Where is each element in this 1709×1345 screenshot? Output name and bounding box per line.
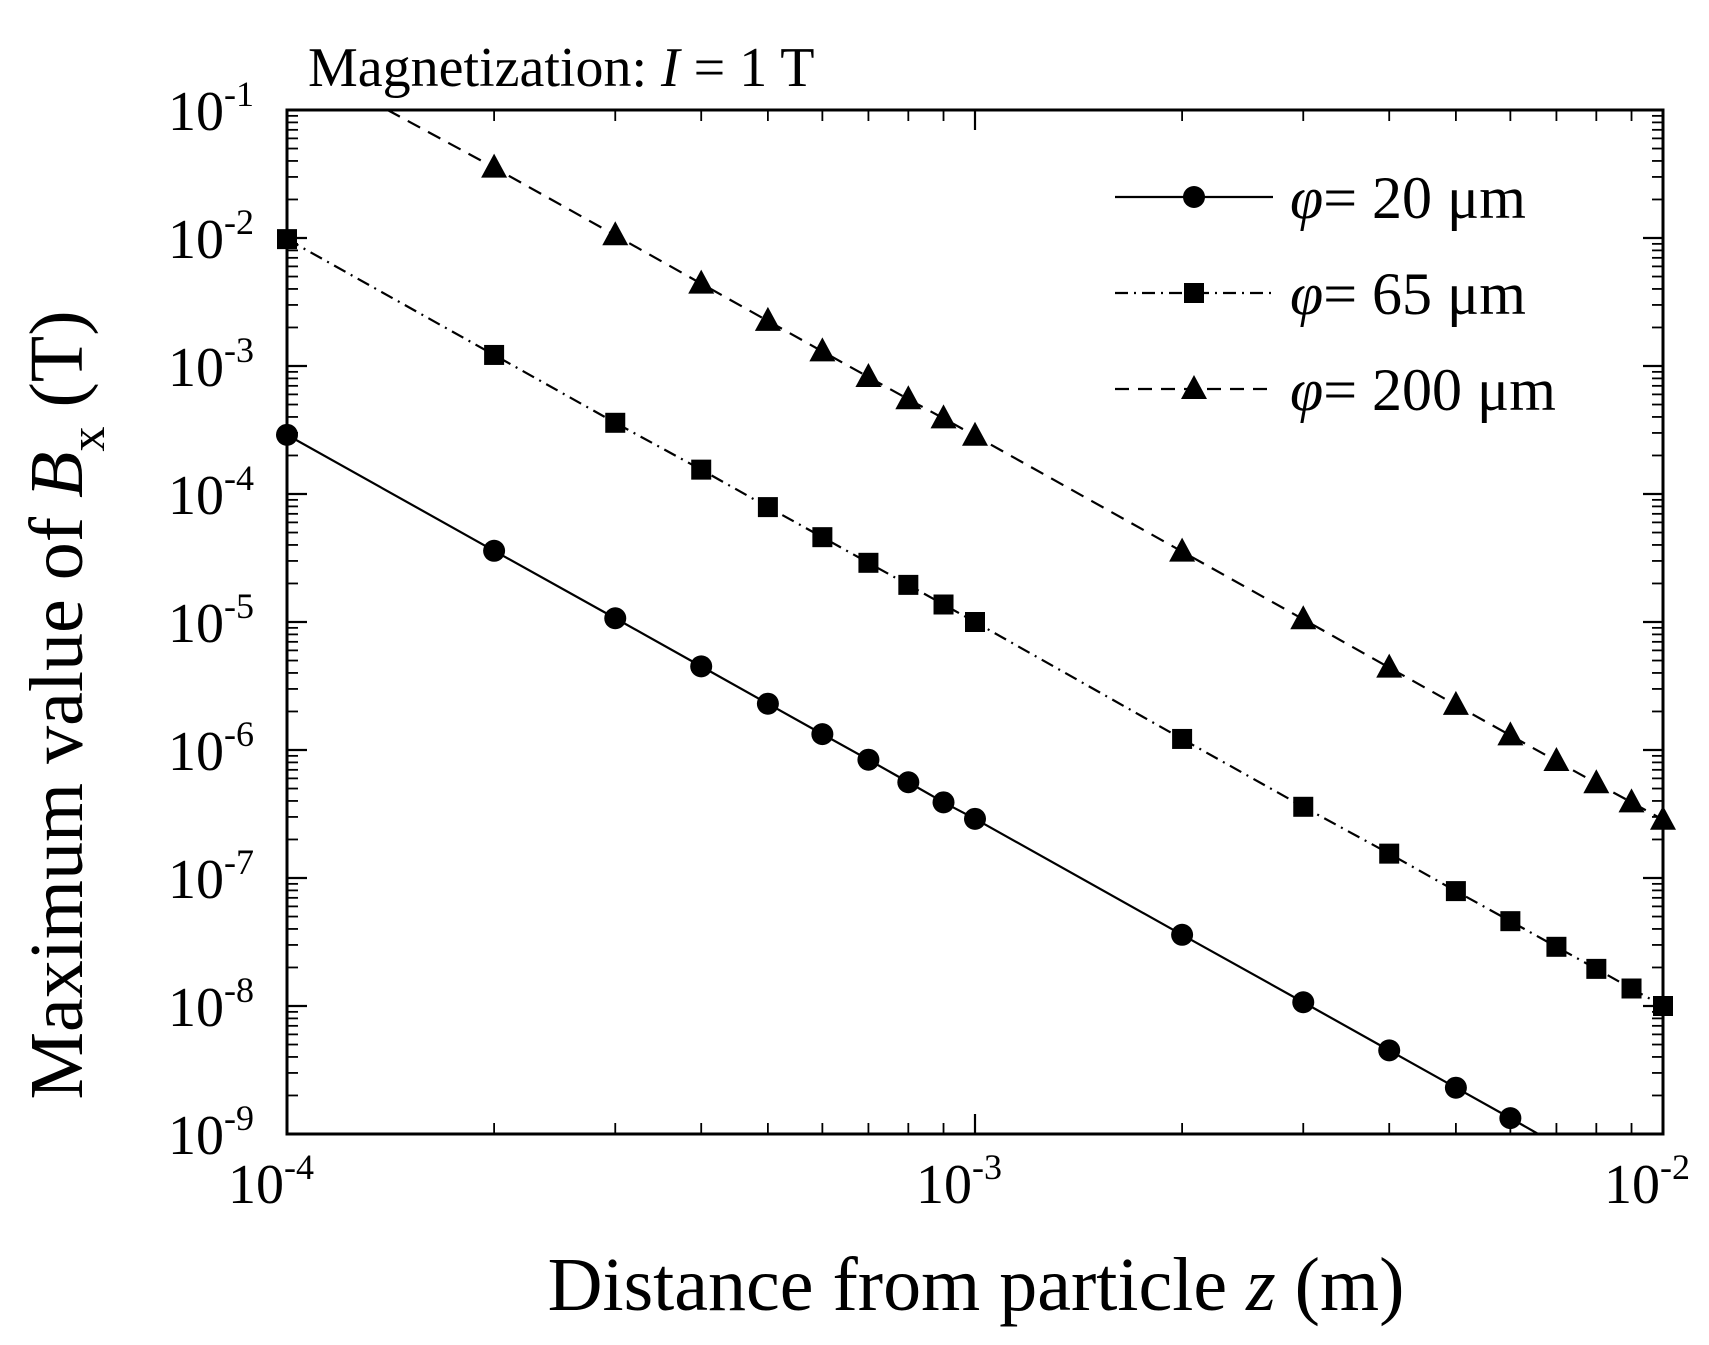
marker-d20 — [756, 692, 779, 715]
legend-marker-d65 — [1184, 283, 1204, 303]
legend-marker-d200 — [1181, 375, 1207, 399]
marker-d200 — [809, 337, 836, 362]
marker-d20 — [604, 607, 627, 630]
x-axis-label: Distance from particle z (m) — [548, 1243, 1405, 1327]
marker-d200 — [754, 306, 781, 331]
legend: φ= 20 μm φ= 65 μm φ= 200 μm — [1115, 165, 1556, 423]
marker-d65 — [1546, 936, 1567, 957]
x-tick-label: 10-3 — [916, 1147, 1002, 1216]
y-tick-label: 10-1 — [168, 74, 254, 143]
marker-d65 — [1500, 911, 1521, 932]
y-axis-label: Maximum value of Bx (T) — [15, 310, 115, 1099]
marker-d20 — [483, 539, 506, 562]
marker-d20 — [964, 807, 986, 830]
legend-label-d200: φ= 200 μm — [1290, 357, 1556, 423]
x-tick-label: 10-2 — [1604, 1147, 1690, 1216]
marker-d65 — [1172, 728, 1193, 749]
y-tick-label: 10-3 — [168, 330, 254, 399]
marker-d65 — [1293, 796, 1314, 817]
y-tick-label: 10-2 — [168, 202, 254, 271]
marker-d200 — [481, 153, 508, 178]
marker-d65 — [691, 459, 712, 480]
marker-d20 — [897, 771, 920, 794]
marker-d65 — [812, 527, 833, 548]
y-tick-label: 10-6 — [168, 714, 254, 783]
marker-d200 — [1583, 769, 1610, 794]
legend-label-d20: φ= 20 μm — [1290, 165, 1526, 231]
marker-d200 — [1497, 721, 1524, 746]
marker-d65 — [898, 574, 919, 595]
marker-d65 — [965, 612, 985, 632]
y-tick-label: 10-4 — [168, 458, 254, 527]
series-line-d20 — [287, 433, 1541, 1134]
marker-d65 — [933, 594, 954, 615]
marker-d200 — [1290, 605, 1317, 630]
marker-d200 — [1169, 537, 1196, 562]
plot-frame — [285, 108, 1665, 1136]
marker-d65 — [1586, 958, 1607, 979]
marker-d20 — [1378, 1039, 1401, 1062]
marker-d200 — [855, 363, 882, 388]
marker-d65 — [1621, 978, 1642, 999]
marker-d65 — [1379, 843, 1400, 864]
marker-d20 — [1444, 1076, 1467, 1099]
marker-d200 — [962, 421, 988, 446]
marker-d20 — [811, 723, 834, 746]
tick-labels: 10-4 10-3 10-2 10-9 10-8 10-7 10-6 10-5 10-4 10-3… — [168, 74, 1690, 1216]
marker-d65 — [1445, 881, 1466, 902]
marker-d200 — [895, 385, 922, 410]
marker-d65 — [605, 412, 626, 433]
legend-label-d65: φ= 65 μm — [1290, 261, 1526, 327]
chart-title: Magnetization: I = 1 T — [308, 37, 814, 99]
marker-d200 — [602, 221, 629, 246]
marker-d20 — [857, 748, 880, 771]
marker-d20 — [690, 655, 713, 678]
marker-d20 — [1499, 1107, 1522, 1130]
marker-d65 — [858, 552, 879, 573]
marker-d20 — [1292, 991, 1315, 1014]
data-markers — [276, 153, 1676, 1130]
marker-d200 — [1618, 788, 1645, 813]
x-tick-label: 10-4 — [228, 1147, 314, 1216]
y-tick-label: 10-5 — [168, 586, 254, 655]
marker-d200 — [688, 269, 715, 294]
marker-d65 — [484, 344, 505, 365]
marker-d200 — [1376, 653, 1403, 678]
legend-marker-d20 — [1183, 186, 1205, 208]
marker-d200 — [930, 404, 957, 429]
marker-d20 — [932, 791, 955, 814]
marker-d65 — [757, 497, 778, 518]
marker-d20 — [1171, 923, 1194, 946]
marker-d200 — [1442, 690, 1469, 715]
y-tick-label: 10-7 — [168, 842, 254, 911]
marker-d200 — [1543, 747, 1570, 772]
y-tick-label: 10-8 — [168, 970, 254, 1039]
y-tick-label: 10-9 — [168, 1098, 254, 1167]
